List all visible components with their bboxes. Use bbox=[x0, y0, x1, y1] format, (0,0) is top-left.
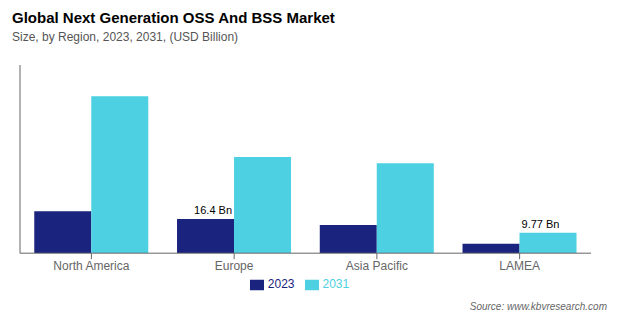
html-text:Size, by Region, 2023, 2031, (: Size, by Region, 2023, 2031, (USD Billio… bbox=[12, 30, 239, 44]
svg-text:North America: North America bbox=[53, 259, 129, 273]
svg-text:Europe: Europe bbox=[215, 259, 254, 273]
html-text:Source: www.kbvresearch.com: Source: www.kbvresearch.com bbox=[469, 301, 607, 312]
html-text:Global Next Generation OSS And: Global Next Generation OSS And BSS Marke… bbox=[12, 9, 335, 26]
svg-text:LAMEA: LAMEA bbox=[499, 259, 540, 273]
html-text:2023: 2023 bbox=[267, 277, 295, 292]
svg-text:16.4 Bn: 16.4 Bn bbox=[194, 204, 232, 216]
html-text:2031: 2031 bbox=[322, 277, 350, 292]
svg-text:9.77 Bn: 9.77 Bn bbox=[522, 218, 560, 230]
svg-text:Asia Pacific: Asia Pacific bbox=[346, 259, 408, 273]
